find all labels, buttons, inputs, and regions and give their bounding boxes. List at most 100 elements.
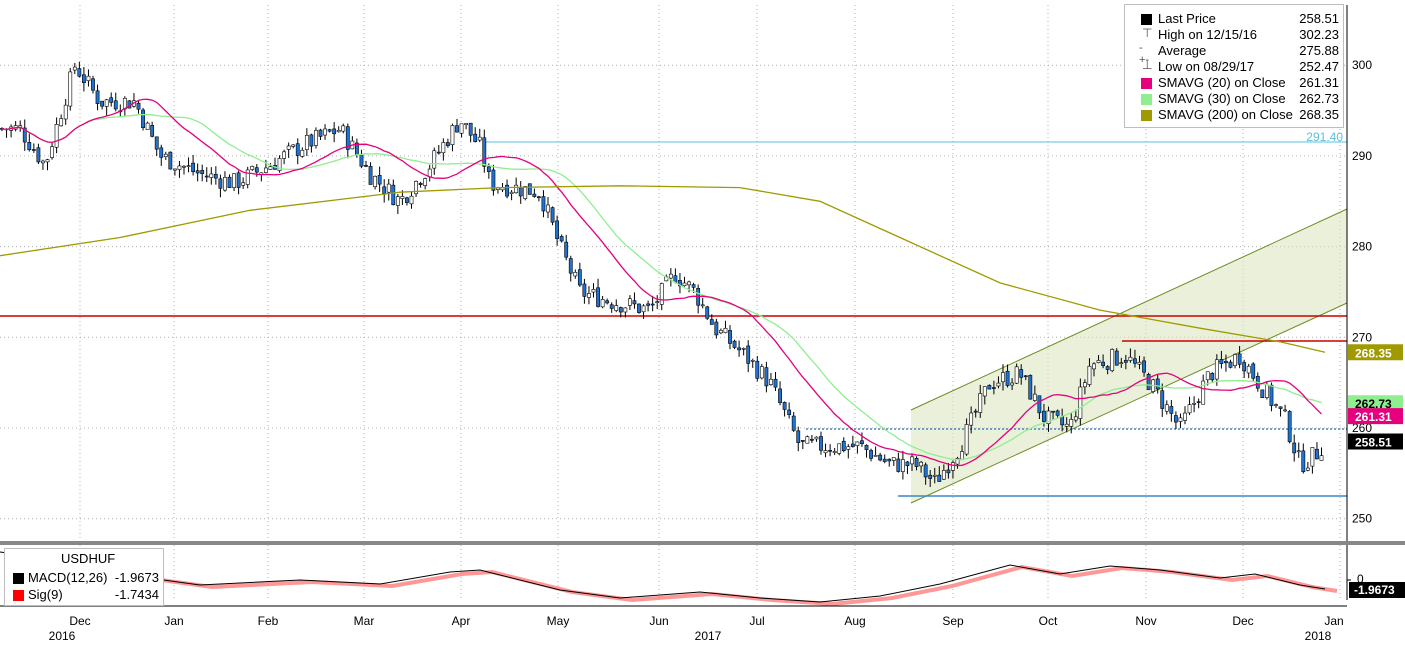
x-year-label: 2018 [1305, 629, 1332, 643]
candle-body [869, 450, 873, 459]
candle-body [600, 299, 605, 308]
candle-body [195, 170, 200, 174]
candle-body [509, 191, 514, 194]
candle-body [791, 415, 796, 431]
candle-body [705, 306, 710, 319]
candle-body [1083, 382, 1087, 388]
candle-body [477, 136, 482, 141]
candle-body [900, 459, 905, 472]
candle-body [1055, 410, 1060, 416]
candle-body [423, 178, 428, 186]
candle-body [1042, 410, 1046, 422]
y-tick-label: 280 [1352, 240, 1372, 254]
candle-body [750, 360, 755, 362]
candle-body [828, 450, 833, 452]
legend-low: ⊥ Low on 08/29/17 252.47 [1125, 58, 1343, 75]
macd-legend: USDHUF MACD(12,26) -1.9673 Sig(9) -1.743… [4, 548, 164, 606]
candle-body [1187, 404, 1192, 414]
price-label-value: 261.31 [1355, 410, 1392, 424]
candle-body [204, 175, 209, 178]
candle-body [946, 469, 951, 474]
candle-body [314, 130, 318, 146]
candle-body [277, 158, 282, 171]
candle-body [150, 125, 155, 137]
candle-body [641, 305, 646, 313]
candle-body [104, 99, 109, 107]
candle-body [1260, 389, 1265, 399]
candle-body [769, 378, 773, 385]
macd-legend-row: MACD(12,26) -1.9673 [5, 570, 163, 586]
candle-body [536, 196, 541, 199]
candle-body [482, 137, 487, 167]
candle-body [709, 319, 714, 325]
candle-body [823, 450, 828, 454]
candle-body [1319, 455, 1324, 461]
x-month-label: Jan [1324, 614, 1343, 628]
candle-body [223, 177, 227, 191]
legend-sma20: SMAVG (20) on Close 261.31 [1125, 75, 1343, 91]
price-label-box [1348, 433, 1403, 450]
candle-body [1005, 370, 1010, 386]
candle-body [1296, 450, 1301, 453]
candle-body [36, 147, 41, 163]
candle-body [218, 178, 223, 189]
x-month-label: Aug [844, 614, 865, 628]
legend-label: Average [1158, 43, 1207, 58]
candle-body [173, 168, 177, 171]
candle-body [1315, 448, 1319, 460]
legend-value: 268.35 [1299, 107, 1339, 122]
candle-body [245, 169, 250, 185]
candle-body [1087, 365, 1092, 385]
x-month-label: Jul [749, 614, 764, 628]
candle-body [100, 100, 105, 107]
candle-body [800, 440, 805, 442]
candle-body [72, 66, 77, 71]
candle-body [518, 187, 523, 197]
legend-swatch [1141, 110, 1152, 121]
x-month-label: Jun [649, 614, 668, 628]
candle-body [582, 283, 587, 297]
candle-body [177, 165, 182, 170]
candle-body [391, 184, 396, 206]
candle-body [91, 78, 95, 91]
candle-body [1283, 409, 1288, 412]
candle-body [45, 159, 50, 163]
candle-body [1010, 382, 1015, 386]
candle-body [1210, 372, 1215, 381]
candle-body [873, 455, 878, 457]
legend-label: MACD(12,26) [28, 570, 108, 585]
candle-body [564, 241, 569, 258]
candle-body [377, 175, 382, 185]
candle-body [1192, 403, 1197, 405]
candle-body [22, 127, 27, 143]
legend-value: 302.23 [1299, 27, 1339, 42]
candle-body [1101, 361, 1106, 366]
candle-body [1242, 362, 1247, 372]
candle-body [332, 128, 337, 135]
candle-body [113, 100, 118, 110]
candle-body [1014, 366, 1019, 384]
candle-body [809, 438, 814, 441]
candle-body [450, 125, 455, 146]
candle-body [1228, 361, 1233, 368]
candle-body [1237, 353, 1242, 365]
candle-body [1310, 447, 1315, 467]
candle-body [655, 301, 660, 304]
candle-body [1037, 395, 1042, 414]
candle-body [728, 330, 732, 344]
candle-body [345, 126, 350, 150]
candle-body [882, 458, 887, 462]
candle-body [227, 176, 232, 188]
candle-body [991, 387, 996, 389]
x-year-label: 2016 [49, 629, 76, 643]
y-tick-label: 270 [1352, 330, 1372, 344]
candle-body [432, 150, 437, 169]
candle-body [136, 102, 141, 110]
legend: Last Price 258.51 ⊤ High on 12/15/16 302… [1124, 4, 1344, 128]
candle-body [982, 386, 987, 397]
candle-body [1142, 360, 1146, 373]
candle-body [213, 173, 218, 179]
candle-body [964, 424, 969, 455]
candle-body [741, 348, 746, 350]
